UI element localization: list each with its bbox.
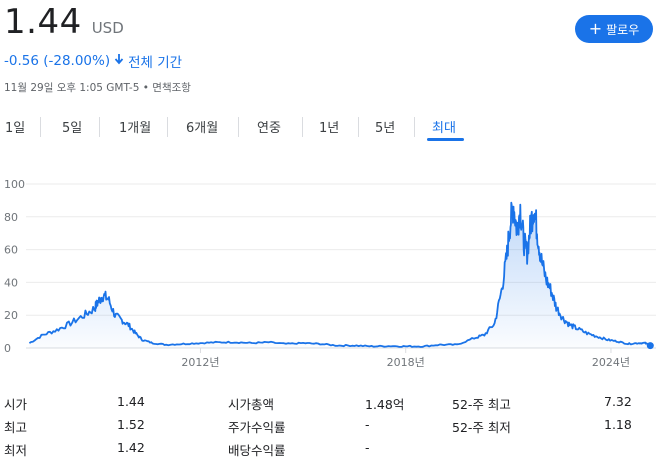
tab-separator (414, 117, 415, 137)
follow-button[interactable]: + 팔로우 (575, 15, 653, 43)
stat-label-dividend-yield: 배당수익률 (228, 443, 286, 458)
stat-value-market-cap: 1.48억 (365, 397, 405, 412)
tab-ytd[interactable]: 연중 (257, 121, 281, 136)
y-tick-label: 80 (4, 211, 18, 224)
follow-label: 팔로우 (606, 22, 640, 37)
timestamp-line: 11월 29일 오후 1:05 GMT-5 • 면책조항 (4, 80, 191, 95)
stat-label-low: 최저 (4, 443, 28, 458)
stat-value-52w-high: 7.32 (604, 394, 632, 409)
price-chart[interactable]: 100 80 60 40 20 0 2012년 2018년 2024년 (0, 170, 664, 380)
stat-value-open: 1.44 (117, 394, 145, 409)
tab-separator (358, 117, 359, 137)
stat-label-52w-high: 52-주 최고 (452, 397, 511, 412)
price-header: 1.44 USD (4, 2, 124, 42)
stat-value-52w-low: 1.18 (604, 417, 632, 432)
tab-max[interactable]: 최대 (432, 121, 456, 136)
tab-separator (99, 117, 100, 137)
timestamp: 11월 29일 오후 1:05 GMT-5 (4, 82, 140, 94)
stat-value-high: 1.52 (117, 417, 145, 432)
current-price: 1.44 (4, 2, 82, 42)
tab-1m[interactable]: 1개월 (119, 121, 152, 136)
y-tick-label: 0 (4, 342, 11, 355)
stat-label-open: 시가 (4, 397, 28, 412)
stat-value-low: 1.42 (117, 440, 145, 455)
tab-separator (238, 117, 239, 137)
currency-label: USD (91, 19, 124, 37)
bullet-separator: • (142, 82, 153, 94)
tab-1y[interactable]: 1년 (319, 121, 340, 136)
arrow-down-icon (114, 53, 124, 69)
y-tick-label: 40 (4, 276, 18, 289)
active-tab-indicator (427, 138, 464, 141)
tab-5y[interactable]: 5년 (375, 121, 396, 136)
tab-separator (167, 117, 168, 137)
tab-1d[interactable]: 1일 (5, 121, 26, 136)
y-axis-labels: 100 80 60 40 20 0 (4, 178, 25, 355)
price-area (29, 202, 651, 348)
change-period: 전체 기간 (128, 55, 183, 71)
plus-icon: + (588, 19, 603, 38)
stat-value-dividend-yield: - (365, 440, 370, 455)
x-axis-labels: 2012년 2018년 2024년 (181, 348, 630, 369)
y-tick-label: 100 (4, 178, 25, 191)
y-tick-label: 60 (4, 244, 18, 257)
x-tick-label: 2012년 (181, 356, 219, 369)
range-tabs: 1일 5일 1개월 6개월 연중 1년 5년 최대 (0, 117, 480, 143)
stat-label-pe-ratio: 주가수익률 (228, 420, 286, 435)
tab-separator (302, 117, 303, 137)
price-change: -0.56 (-28.00%) 전체 기간 (4, 51, 182, 71)
stat-label-market-cap: 시가총액 (228, 397, 275, 412)
x-tick-label: 2018년 (387, 356, 425, 369)
current-price-marker (646, 342, 654, 350)
stat-value-pe-ratio: - (365, 417, 370, 432)
price-line (28, 201, 651, 348)
stat-label-52w-low: 52-주 최저 (452, 420, 511, 435)
tab-6m[interactable]: 6개월 (186, 121, 219, 136)
disclaimer-link[interactable]: 면책조항 (152, 82, 191, 94)
tab-5d[interactable]: 5일 (62, 121, 83, 136)
y-tick-label: 20 (4, 309, 18, 322)
tab-separator (40, 117, 41, 137)
change-value: -0.56 (-28.00%) (4, 53, 111, 69)
x-tick-label: 2024년 (592, 356, 630, 369)
stat-label-high: 최고 (4, 420, 28, 435)
